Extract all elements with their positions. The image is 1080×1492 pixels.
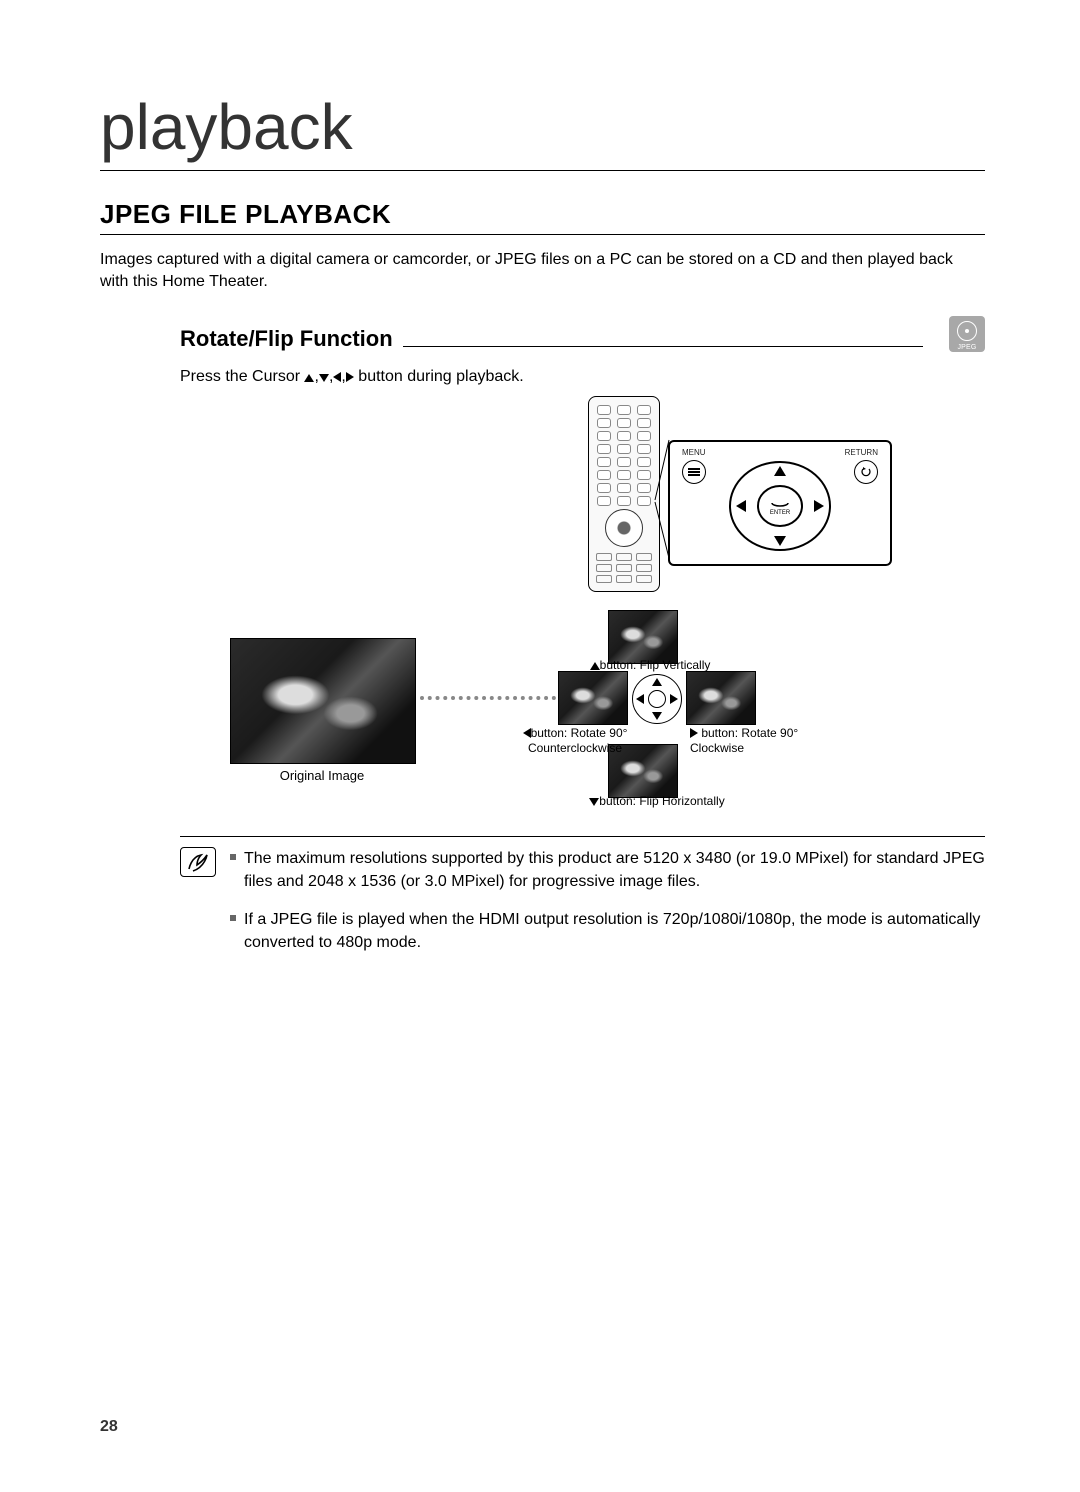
- original-image-label: Original Image: [230, 768, 414, 783]
- original-image-figure: [230, 638, 416, 764]
- section-title: JPEG FILE PLAYBACK: [100, 199, 985, 230]
- right-icon: [690, 728, 698, 738]
- note-block: The maximum resolutions supported by thi…: [180, 836, 985, 968]
- disc-icon: [957, 321, 977, 341]
- caption-up: button: Flip Vertically: [580, 658, 720, 672]
- return-label: RETURN: [845, 448, 878, 457]
- intro-text: Images captured with a digital camera or…: [100, 249, 985, 292]
- caption-left-text-1: button: Rotate 90°: [531, 726, 628, 740]
- remote-control-figure: [588, 396, 660, 592]
- dpad-callout-panel: MENU RETURN ENTER: [668, 440, 892, 566]
- caption-right-text-1: button: Rotate 90°: [698, 726, 798, 740]
- thumb-top: [608, 610, 678, 664]
- remote-dpad-icon: [605, 509, 643, 547]
- caption-right-text-2: Clockwise: [690, 741, 744, 755]
- thumb-left: [558, 671, 628, 725]
- caption-left-text-2: Counterclockwise: [528, 741, 622, 755]
- caption-left: button: Rotate 90° Counterclockwise: [510, 726, 640, 755]
- manual-page: playback JPEG FILE PLAYBACK Images captu…: [0, 0, 1080, 1492]
- instruction-text: Press the Cursor ,,, button during playb…: [180, 368, 985, 386]
- note-icon: [180, 847, 216, 877]
- cursor-down-icon: [319, 374, 329, 382]
- return-button-icon: [854, 460, 878, 484]
- chapter-rule: [100, 170, 985, 171]
- subsection-header-row: Rotate/Flip Function: [180, 316, 985, 352]
- note-item: The maximum resolutions supported by thi…: [230, 847, 985, 893]
- caption-down: button: Flip Horizontally: [572, 794, 742, 808]
- subsection-title: Rotate/Flip Function: [180, 326, 393, 352]
- note-list: The maximum resolutions supported by thi…: [230, 847, 985, 968]
- instruction-suffix: button during playback.: [354, 368, 524, 385]
- dotted-connector: [420, 696, 556, 700]
- menu-label: MENU: [682, 448, 706, 457]
- dpad-large-icon: ENTER: [725, 456, 835, 556]
- thumb-right: [686, 671, 756, 725]
- cursor-up-icon: [304, 374, 314, 382]
- page-number: 28: [100, 1418, 118, 1436]
- note-rule: [180, 836, 985, 837]
- chapter-title: playback: [100, 90, 985, 164]
- dpad-ring-icon: [632, 674, 682, 724]
- caption-up-text: button: Flip Vertically: [600, 658, 711, 672]
- instruction-prefix: Press the Cursor: [180, 368, 304, 385]
- section-rule: [100, 234, 985, 235]
- note-item: If a JPEG file is played when the HDMI o…: [230, 908, 985, 954]
- jpeg-badge-icon: [949, 316, 985, 352]
- caption-down-text: button: Flip Horizontally: [599, 794, 724, 808]
- cursor-left-icon: [333, 372, 341, 382]
- caption-right: button: Rotate 90° Clockwise: [690, 726, 810, 755]
- subsection-container: Rotate/Flip Function Press the Cursor ,,…: [180, 316, 985, 816]
- figure-area: MENU RETURN ENTER: [180, 396, 985, 816]
- subsection-rule: [403, 346, 923, 347]
- enter-label: ENTER: [770, 510, 791, 516]
- left-icon: [523, 728, 531, 738]
- remote-top-buttons: [595, 405, 653, 506]
- menu-button-icon: [682, 460, 706, 484]
- remote-bottom-buttons: [595, 553, 653, 583]
- cursor-right-icon: [346, 372, 354, 382]
- up-icon: [590, 662, 600, 670]
- down-icon: [589, 798, 599, 806]
